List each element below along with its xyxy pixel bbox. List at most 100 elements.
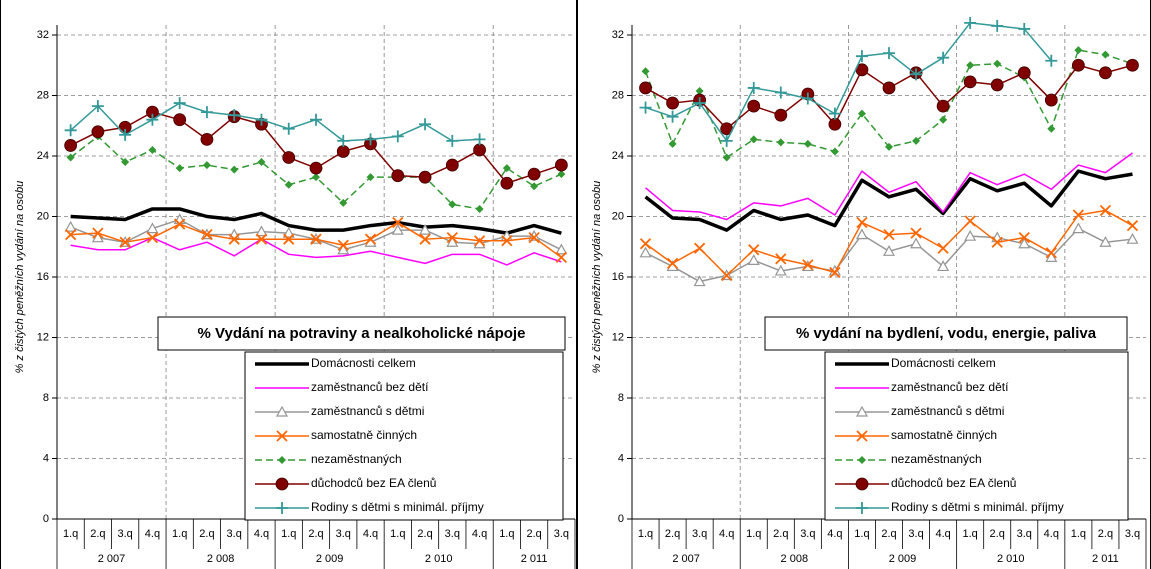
marker (991, 19, 1004, 32)
marker (883, 229, 895, 241)
legend-marker (276, 430, 288, 442)
marker (446, 232, 458, 244)
marker (857, 109, 866, 118)
panel-border (0, 0, 577, 569)
marker (500, 176, 514, 190)
marker (64, 220, 77, 232)
marker (939, 115, 948, 124)
marker (310, 113, 322, 126)
year-label: 2 010 (425, 553, 453, 565)
title-box (764, 316, 1128, 351)
marker (91, 125, 105, 139)
marker (337, 134, 350, 147)
marker (801, 92, 814, 105)
marker (1074, 46, 1083, 55)
marker (776, 138, 785, 147)
marker (175, 164, 184, 173)
series-line (645, 152, 1133, 221)
marker (282, 226, 295, 238)
y-tick-label: 8 (618, 392, 624, 404)
x-tick-label: 3.q (227, 528, 242, 540)
marker (557, 170, 566, 179)
legend-label: samostatně činných (891, 428, 997, 442)
legend-marker (858, 456, 866, 464)
y-tick-label: 24 (37, 150, 49, 162)
y-tick-label: 0 (43, 513, 49, 525)
marker (501, 235, 513, 247)
marker (309, 161, 323, 175)
y-tick-label: 16 (612, 271, 624, 283)
y-axis-label: % z čistých peněžních vydání na osobu (14, 181, 26, 374)
marker (963, 75, 977, 89)
marker (856, 216, 868, 229)
x-tick-label: 4.q (827, 528, 842, 540)
x-tick-label: 1.q (1071, 528, 1086, 540)
legend-marker (276, 502, 288, 514)
marker (228, 109, 241, 122)
legend-marker (275, 405, 289, 417)
x-tick-label: 2.q (199, 528, 214, 540)
chart-title: % Vydání na potraviny a nealkoholické ná… (198, 325, 526, 342)
x-tick-label: 3.q (908, 528, 923, 540)
marker (693, 97, 706, 110)
chart-title: % vydání na bydlení, vodu, energie, pali… (796, 325, 1097, 342)
x-tick-label: 1.q (638, 528, 653, 540)
year-label: 2 008 (781, 553, 809, 565)
marker (312, 173, 320, 182)
marker (392, 216, 404, 229)
x-tick-label: 3.q (1125, 528, 1140, 540)
marker (255, 225, 268, 237)
marker (639, 246, 652, 258)
marker (1099, 235, 1112, 247)
marker (693, 275, 706, 287)
marker (255, 233, 268, 245)
y-tick-label: 32 (37, 29, 49, 41)
y-tick-label: 0 (618, 513, 624, 525)
marker (337, 239, 349, 251)
x-tick-label: 1.q (281, 528, 296, 540)
marker (282, 122, 295, 135)
marker (91, 100, 104, 113)
x-tick-label: 3.q (800, 528, 815, 540)
series-line (644, 169, 1133, 232)
marker (148, 145, 157, 154)
marker (230, 165, 239, 174)
title-box (157, 316, 566, 351)
x-tick-label: 3.q (554, 528, 569, 540)
marker (473, 133, 486, 146)
y-tick-label: 20 (612, 210, 624, 222)
marker (391, 223, 404, 235)
marker (936, 99, 950, 113)
y-tick-label: 12 (612, 331, 624, 343)
x-tick-label: 2.q (90, 528, 105, 540)
x-tick-label: 3.q (1017, 528, 1032, 540)
marker (119, 128, 132, 141)
y-tick-label: 32 (612, 29, 624, 41)
x-tick-label: 2.q (665, 528, 680, 540)
marker (555, 243, 568, 255)
marker (1018, 232, 1030, 244)
year-label: 2 007 (672, 553, 700, 565)
marker (1126, 58, 1139, 72)
legend-label: Rodiny s dětmi s minimál. příjmy (311, 500, 484, 514)
marker (721, 269, 733, 282)
x-tick-label: 1.q (499, 528, 514, 540)
marker (418, 170, 432, 184)
legend-marker (856, 502, 868, 514)
marker (419, 118, 432, 131)
marker (391, 169, 405, 183)
marker (747, 81, 760, 94)
year-label: 2 010 (997, 553, 1025, 565)
marker (119, 236, 131, 248)
series-line (645, 22, 1052, 142)
marker (446, 134, 459, 147)
marker (1045, 54, 1058, 67)
marker (747, 99, 761, 113)
marker (666, 257, 679, 270)
year-label: 2 009 (889, 553, 917, 565)
marker (883, 47, 895, 60)
marker (174, 218, 186, 230)
legend-marker (275, 477, 289, 491)
marker (722, 153, 731, 162)
marker (829, 266, 841, 279)
